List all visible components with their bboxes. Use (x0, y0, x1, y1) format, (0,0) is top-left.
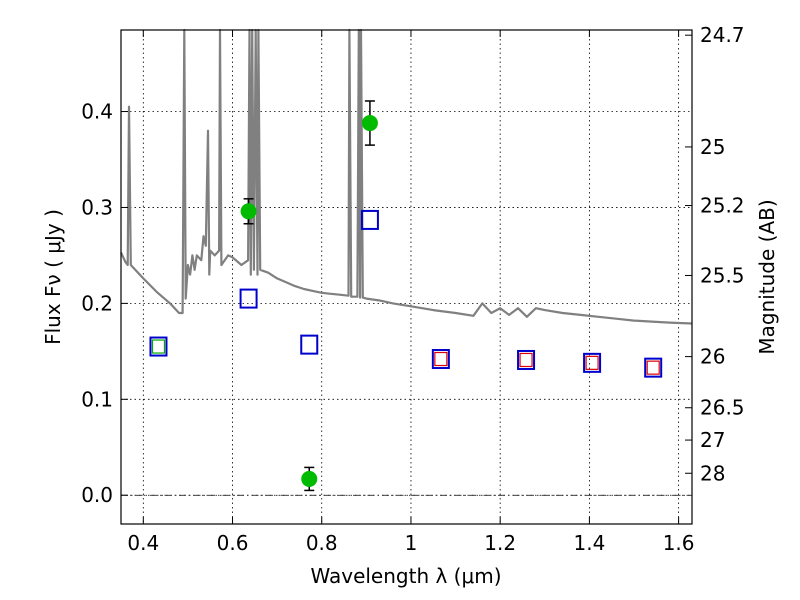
filter-flux-square (434, 351, 448, 367)
filter-flux-square (646, 360, 660, 375)
magnitude-tick-label: 28 (700, 461, 725, 485)
model-flux-square (360, 209, 379, 230)
x-axis-label: Wavelength λ (μm) (310, 564, 501, 588)
magnitude-tick-label: 25 (700, 135, 725, 159)
axis-ticks: 0.4 0.6 0.8 1 1.2 1.4 1.6 0.0 0.1 0.2 0.3 0.4 24.7 25… (81, 23, 744, 555)
x-tick-label: 1.6 (663, 531, 695, 555)
x-tick-label: 1 (405, 531, 418, 555)
plot-frame (120, 29, 693, 525)
x-tick-label: 1.2 (484, 531, 516, 555)
y-tick-label: 0.3 (81, 195, 113, 219)
template-spectrum-line (120, 28, 693, 325)
observed-flux-point (240, 203, 257, 220)
model-flux-square (517, 349, 536, 370)
x-tick-label: 0.6 (217, 531, 249, 555)
y-tick-label: 0.1 (81, 387, 113, 411)
y-axis-right-label: Magnitude (AB) (755, 199, 779, 354)
filter-flux-square (519, 352, 533, 368)
observed-flux-point (361, 115, 378, 132)
magnitude-tick-label: 26 (700, 345, 725, 369)
observed-flux-point (301, 470, 318, 487)
filter-flux-square (151, 339, 166, 354)
plot-area (120, 28, 693, 492)
filter-flux-square (585, 355, 599, 370)
y-tick-label: 0.4 (81, 100, 113, 124)
model-flux-square (583, 352, 602, 373)
model-flux-square (300, 334, 319, 355)
magnitude-tick-label: 25.2 (700, 194, 745, 218)
model-flux-square (644, 357, 663, 378)
model-flux-square (431, 349, 450, 370)
magnitude-tick-label: 25.5 (700, 263, 745, 287)
grid-lines (121, 30, 692, 524)
x-tick-label: 0.8 (306, 531, 338, 555)
x-tick-label: 1.4 (573, 531, 605, 555)
magnitude-tick-label: 24.7 (700, 23, 745, 47)
x-tick-label: 0.4 (127, 531, 159, 555)
y-tick-label: 0.0 (81, 483, 113, 507)
y-tick-label: 0.2 (81, 291, 113, 315)
magnitude-tick-label: 26.5 (700, 396, 745, 420)
model-flux-square (239, 288, 258, 309)
magnitude-tick-label: 27 (700, 428, 725, 452)
y-axis-label: Flux Fν ( μJy ) (41, 209, 65, 345)
model-flux-square (149, 336, 168, 357)
